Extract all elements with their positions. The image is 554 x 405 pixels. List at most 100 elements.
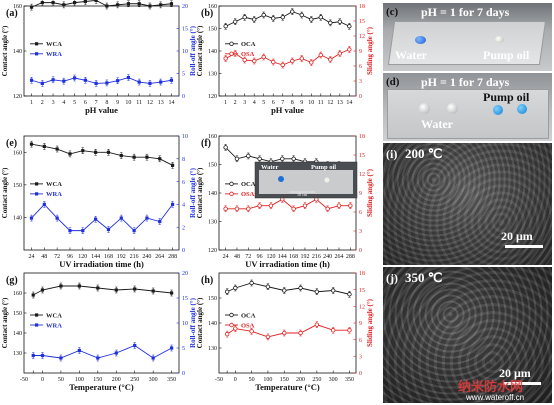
oil-drop-icon xyxy=(495,36,504,43)
legend-marker xyxy=(229,312,234,318)
y2-tick-label: 6 xyxy=(359,210,362,216)
legend-label: WRA xyxy=(46,191,62,198)
data-point xyxy=(62,79,66,83)
legend-marker xyxy=(35,182,39,186)
data-point xyxy=(105,4,109,8)
data-point xyxy=(223,56,228,61)
photo-d: (d) pH = 1 for 7 days Water Pump oil xyxy=(383,73,552,141)
x-tick-label: 4 xyxy=(253,100,256,106)
y2-tick-label: 3 xyxy=(359,79,362,85)
legend-label: OCA xyxy=(241,181,256,188)
x-tick-label: 50 xyxy=(58,377,64,383)
sem-image-i: (i) 200 ℃ 20 μm xyxy=(383,143,552,265)
data-point xyxy=(234,156,240,161)
y-tick-label: 130 xyxy=(208,346,217,352)
x-tick-label: 264 xyxy=(334,254,343,260)
data-point xyxy=(242,57,247,63)
y-tick-label: 160 xyxy=(13,291,22,297)
y-tick-label: 160 xyxy=(208,134,217,140)
watermark-text: 纳米防水网 xyxy=(458,379,524,394)
sem-texture xyxy=(383,143,552,265)
x-axis-label: pH value xyxy=(271,105,304,115)
x-axis-label: UV irradiation time (h) xyxy=(245,259,330,269)
data-point xyxy=(223,145,228,150)
x-tick-label: 10 xyxy=(308,100,314,106)
y2-tick-label: 0 xyxy=(359,248,362,254)
y2-tick-label: 18 xyxy=(359,134,365,140)
data-point xyxy=(106,150,111,154)
y-tick-label: 130 xyxy=(208,72,217,78)
data-point xyxy=(29,142,34,146)
y2-tick-label: 6 xyxy=(182,180,185,186)
data-point xyxy=(246,206,251,212)
sem-texture xyxy=(383,267,552,403)
x-tick-label: -50 xyxy=(215,377,223,383)
y-tick-label: 140 xyxy=(13,216,22,222)
oil-drop-icon xyxy=(324,177,330,183)
data-point xyxy=(55,147,59,151)
data-point xyxy=(309,17,314,22)
data-point xyxy=(40,288,45,292)
x-tick-label: 0 xyxy=(41,377,44,383)
x-tick-label: 168 xyxy=(289,254,298,260)
y-tick-label: 150 xyxy=(13,183,22,189)
x-axis-label: UV irradiation time (h) xyxy=(59,259,144,269)
data-point xyxy=(132,229,136,233)
sem-image-j: (j) 350 ℃ 20 μm xyxy=(383,267,552,403)
data-point xyxy=(271,59,276,65)
data-point xyxy=(348,203,353,208)
y-tick-label: 140 xyxy=(13,331,22,337)
data-point xyxy=(280,62,285,68)
data-point xyxy=(40,1,44,5)
panel-label: (a) xyxy=(6,8,18,19)
legend-marker xyxy=(35,42,39,46)
x-tick-label: 13 xyxy=(337,100,343,106)
x-tick-label: 96 xyxy=(67,254,73,260)
photo-c-oil-label: Pump oil xyxy=(483,48,530,62)
data-point xyxy=(242,15,247,20)
data-point xyxy=(77,348,81,353)
sem-i-scale-label: 20 μm xyxy=(501,229,533,243)
data-point xyxy=(347,47,352,52)
series-line-wca xyxy=(33,285,172,296)
scale-bar xyxy=(503,382,541,385)
data-point xyxy=(116,79,120,83)
data-point xyxy=(290,9,295,14)
y2-axis-label: Roll-off angle (°) xyxy=(189,297,197,348)
x-tick-label: 144 xyxy=(91,254,100,260)
y2-axis-label: Roll-off angle (°) xyxy=(189,25,197,76)
data-point xyxy=(298,285,303,291)
data-point xyxy=(40,81,44,85)
x-tick-label: 216 xyxy=(312,254,321,260)
x-tick-label: 72 xyxy=(245,254,251,260)
data-point xyxy=(116,3,120,7)
inset-scale-label: 10 cm xyxy=(297,192,308,197)
legend-label: OSA xyxy=(241,51,255,58)
data-point xyxy=(145,155,149,159)
data-point xyxy=(94,150,98,154)
data-point xyxy=(330,288,336,293)
data-point xyxy=(282,288,287,293)
panel-label: (e) xyxy=(6,138,17,149)
y2-tick-label: 6 xyxy=(359,64,362,70)
x-tick-label: 100 xyxy=(263,377,272,383)
x-tick-label: 11 xyxy=(318,100,324,106)
data-point xyxy=(132,155,136,159)
data-point xyxy=(233,285,238,291)
x-tick-label: 48 xyxy=(41,254,47,260)
data-point xyxy=(252,17,257,22)
data-point xyxy=(137,80,141,84)
data-point xyxy=(114,288,118,292)
y-tick-label: 130 xyxy=(13,351,22,357)
y-tick-label: 140 xyxy=(208,191,217,197)
photo-c-label: (c) xyxy=(386,6,399,18)
x-tick-label: 9 xyxy=(300,100,303,106)
y-tick-label: 160 xyxy=(208,4,217,10)
data-point xyxy=(114,351,118,355)
x-tick-label: 6 xyxy=(272,100,275,106)
data-point xyxy=(271,16,276,21)
x-tick-label: 120 xyxy=(78,254,87,260)
photo-c-title: pH = 1 for 7 days xyxy=(421,5,510,19)
